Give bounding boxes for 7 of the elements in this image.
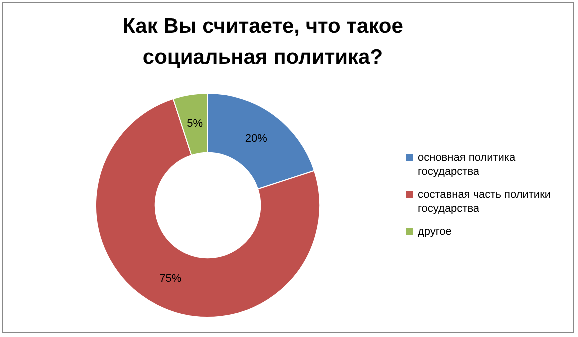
chart-title: Как Вы считаете, что такое социальная политика? bbox=[122, 14, 404, 71]
data-label: 5% bbox=[187, 118, 204, 130]
legend-label: основная политика государства bbox=[418, 151, 517, 179]
data-label: 75% bbox=[160, 272, 182, 285]
data-label: 20% bbox=[245, 132, 268, 145]
legend-label: составная часть политики государства bbox=[418, 188, 552, 216]
legend-label: другое bbox=[418, 225, 452, 239]
